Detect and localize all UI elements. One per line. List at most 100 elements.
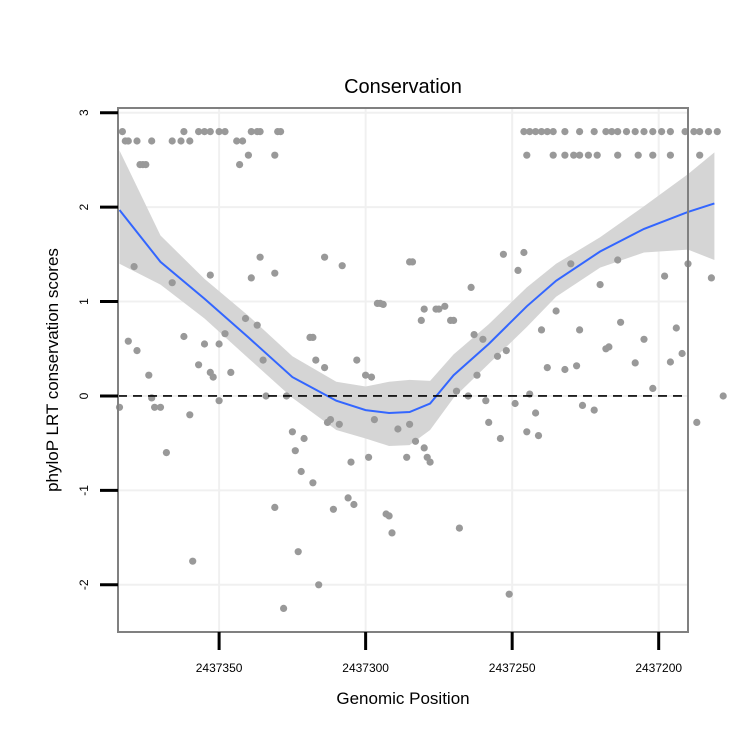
data-point [420, 444, 428, 452]
data-point [537, 128, 546, 136]
data-point [420, 305, 428, 313]
data-point [441, 302, 449, 310]
data-point [206, 271, 214, 279]
data-point [426, 458, 434, 466]
data-point [365, 453, 373, 461]
data-point [523, 428, 531, 436]
data-point [168, 137, 176, 145]
data-point [614, 256, 622, 264]
data-point [379, 300, 387, 308]
data-point [576, 326, 584, 334]
panel-border [117, 107, 689, 633]
data-point [532, 128, 540, 136]
data-point [549, 151, 557, 159]
data-point [496, 434, 504, 443]
data-point [288, 428, 296, 436]
data-point [206, 128, 214, 136]
data-point [370, 416, 378, 424]
data-point [696, 151, 704, 159]
data-point [209, 373, 217, 381]
data-point [584, 151, 593, 159]
data-point [186, 137, 194, 145]
data-point [180, 332, 188, 341]
y-tick-label: 3 [77, 109, 91, 116]
data-point [186, 411, 194, 419]
data-point [291, 447, 299, 455]
data-point [573, 362, 581, 370]
data-point [353, 356, 361, 364]
data-point [385, 512, 393, 520]
confidence-ribbon [119, 150, 715, 446]
data-point [614, 128, 622, 136]
data-point [124, 337, 132, 345]
data-point [297, 467, 305, 476]
data-point [696, 128, 704, 136]
data-point [403, 453, 411, 461]
data-point [215, 128, 223, 136]
data-point [596, 281, 604, 289]
data-point [649, 128, 657, 136]
data-point [526, 128, 534, 136]
data-point [168, 279, 176, 287]
data-point [309, 479, 317, 487]
data-point [367, 373, 376, 381]
data-point [309, 333, 317, 341]
data-point [256, 253, 264, 261]
data-point [177, 137, 185, 145]
data-point [259, 356, 267, 364]
data-point [142, 161, 150, 169]
data-point [145, 371, 153, 379]
data-point [200, 128, 209, 136]
data-point [649, 151, 657, 159]
data-point [148, 137, 156, 145]
data-point [704, 128, 713, 136]
data-point [543, 364, 551, 372]
data-point [452, 387, 461, 395]
data-point [262, 392, 270, 400]
data-point [450, 316, 458, 324]
data-point [713, 128, 721, 136]
data-point [666, 128, 675, 136]
y-tick-label: 2 [77, 203, 91, 210]
data-point [118, 128, 126, 136]
smooth-line [118, 202, 715, 415]
data-point [567, 260, 575, 268]
data-point [115, 403, 124, 411]
data-point [470, 331, 478, 339]
data-point [156, 403, 165, 411]
smooth-line-layer [118, 202, 715, 415]
data-point [719, 392, 727, 400]
data-point [614, 151, 622, 159]
x-axis: 2437350 2437300 2437250 2437200 [196, 632, 682, 675]
confidence-ribbon-layer [119, 150, 715, 446]
data-point [561, 151, 569, 159]
data-point [707, 274, 716, 282]
y-axis: -2 -1 0 1 2 3 [77, 109, 118, 590]
data-point [672, 324, 680, 332]
data-point [294, 548, 302, 556]
data-point [221, 128, 229, 136]
data-point [561, 365, 569, 374]
data-point [502, 347, 510, 355]
data-point [455, 524, 463, 532]
data-point [277, 128, 285, 136]
data-point [280, 604, 288, 613]
data-point [215, 397, 223, 405]
data-point [511, 399, 519, 408]
data-point [133, 137, 141, 145]
data-point [347, 458, 355, 466]
data-point [326, 416, 335, 424]
data-point [195, 361, 203, 369]
y-tick-label: -2 [77, 579, 91, 590]
data-point [479, 335, 487, 343]
data-point [631, 128, 639, 136]
data-point [247, 274, 255, 282]
y-tick-label: 1 [77, 298, 91, 305]
data-point [690, 128, 698, 136]
data-point [605, 343, 613, 351]
data-point [649, 384, 657, 392]
chart-title: Conservation [344, 76, 462, 98]
data-point [634, 151, 642, 159]
data-point [435, 305, 443, 313]
